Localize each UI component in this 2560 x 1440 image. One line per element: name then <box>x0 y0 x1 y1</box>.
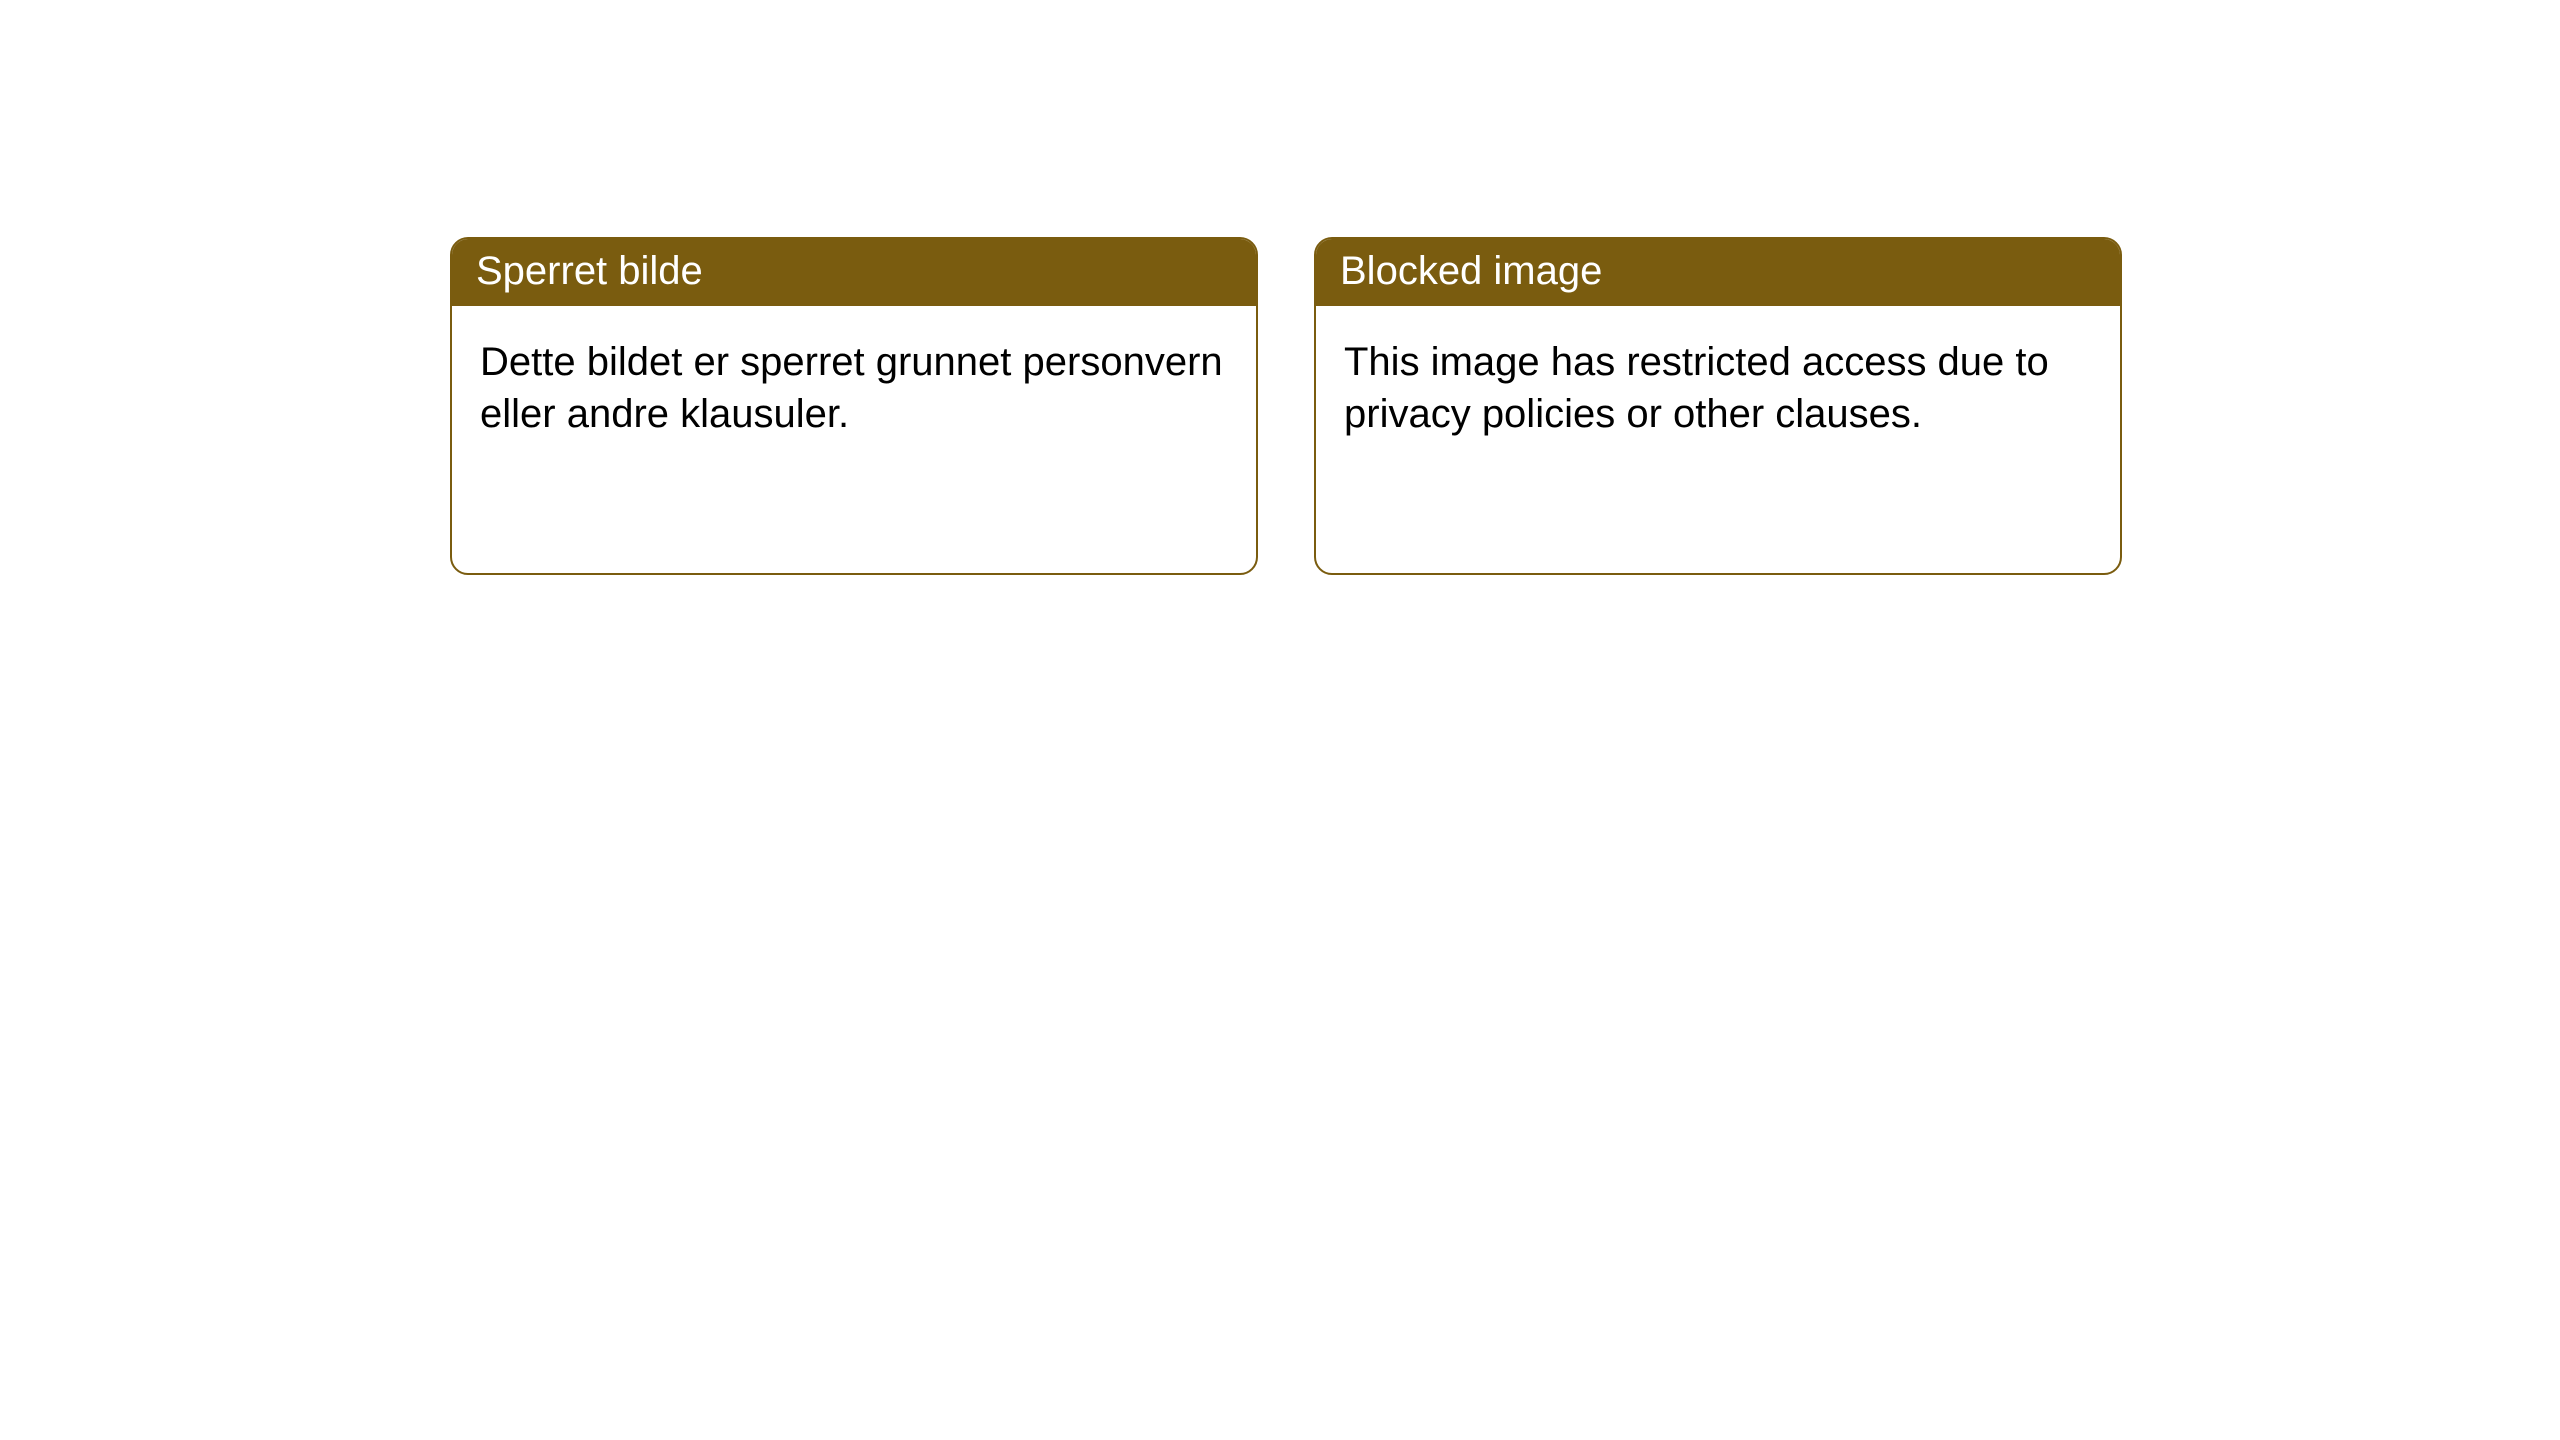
notice-card-english: Blocked image This image has restricted … <box>1314 237 2122 575</box>
notice-title: Blocked image <box>1316 239 2120 306</box>
notice-title: Sperret bilde <box>452 239 1256 306</box>
notice-body: Dette bildet er sperret grunnet personve… <box>452 306 1256 470</box>
notice-body: This image has restricted access due to … <box>1316 306 2120 470</box>
notice-card-norwegian: Sperret bilde Dette bildet er sperret gr… <box>450 237 1258 575</box>
notice-container: Sperret bilde Dette bildet er sperret gr… <box>0 0 2560 575</box>
